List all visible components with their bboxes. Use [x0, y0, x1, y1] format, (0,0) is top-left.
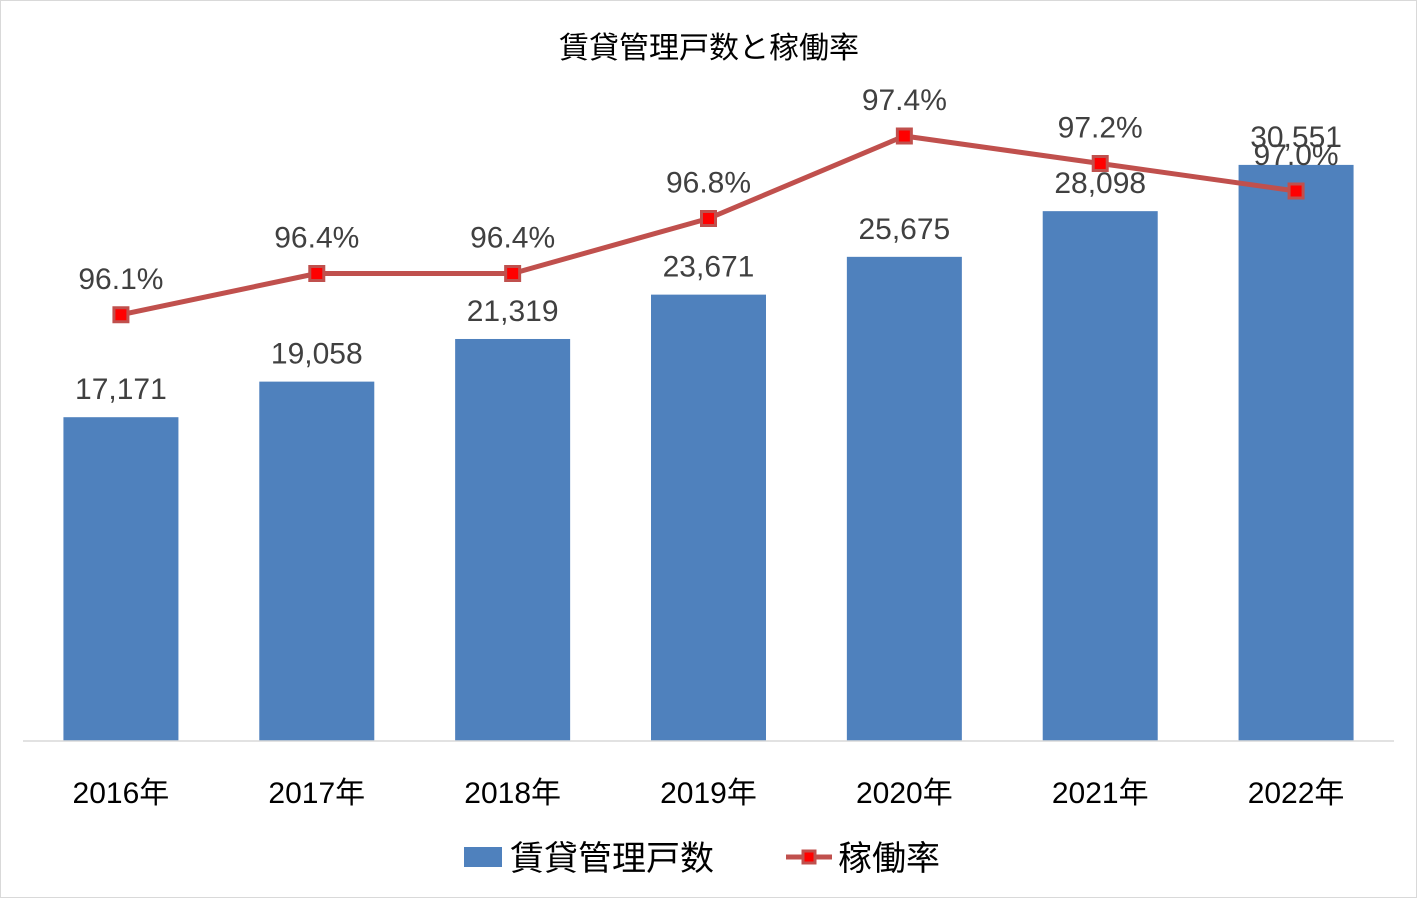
- occupancy-point: [308, 265, 326, 282]
- bar-data-label: 19,058: [271, 338, 363, 371]
- occupancy-point: [1287, 182, 1305, 200]
- x-tick-label: 2016年: [73, 777, 170, 810]
- x-tick-label: 2018年: [464, 777, 561, 810]
- bar-data-label: 17,171: [75, 373, 167, 406]
- occupancy-point: [504, 265, 522, 282]
- occupancy-point: [112, 306, 130, 324]
- occupancy-data-label: 97.2%: [1058, 112, 1143, 145]
- legend-swatch-bar: [464, 847, 502, 867]
- bar: [1238, 164, 1354, 741]
- bar-data-label: 21,319: [467, 295, 559, 328]
- occupancy-data-label: 96.8%: [666, 167, 751, 200]
- occupancy-point: [895, 127, 913, 145]
- legend-label-units: 賃貸管理戸数: [510, 839, 714, 879]
- bars-layer: 17,171 19,058 21,319 23,671 25,675 28,098 30,5…: [63, 121, 1354, 742]
- x-tick-label: 2017年: [268, 777, 365, 810]
- occupancy-data-label: 96.4%: [470, 222, 555, 255]
- bar: [259, 381, 375, 741]
- x-tick-label: 2020年: [856, 777, 953, 810]
- bar-data-label: 28,098: [1054, 167, 1146, 200]
- chart-title: 賃貸管理戸数と稼働率: [559, 31, 859, 66]
- occupancy-data-label: 96.1%: [78, 263, 163, 296]
- bar: [1042, 211, 1158, 742]
- x-axis-ticks: 2016年 2017年 2018年 2019年 2020年 2021年 2022年: [73, 777, 1345, 810]
- bar: [846, 256, 962, 741]
- occupancy-point: [700, 210, 717, 227]
- x-tick-label: 2022年: [1248, 777, 1345, 810]
- bar: [455, 338, 571, 741]
- occupancy-data-label: 97.4%: [862, 84, 947, 117]
- x-tick-label: 2021年: [1052, 777, 1149, 810]
- legend: 賃貸管理戸数 稼働率: [464, 839, 940, 879]
- line-layer: 96.1% 96.4% 96.4% 96.8% 97.4% 97.2% 97.0%: [78, 84, 1339, 324]
- bar-data-label: 25,675: [858, 213, 950, 246]
- bar-data-label: 23,671: [663, 251, 755, 284]
- occupancy-data-label: 96.4%: [274, 222, 359, 255]
- legend-swatch-marker: [801, 849, 817, 865]
- occupancy-point: [1091, 155, 1109, 172]
- occupancy-data-label: 97.0%: [1254, 139, 1339, 172]
- bar-data-label: 30,551: [1250, 121, 1342, 154]
- bar: [651, 294, 766, 741]
- legend-label-occupancy: 稼働率: [838, 839, 940, 879]
- x-tick-label: 2019年: [660, 777, 757, 810]
- bar: [63, 417, 179, 741]
